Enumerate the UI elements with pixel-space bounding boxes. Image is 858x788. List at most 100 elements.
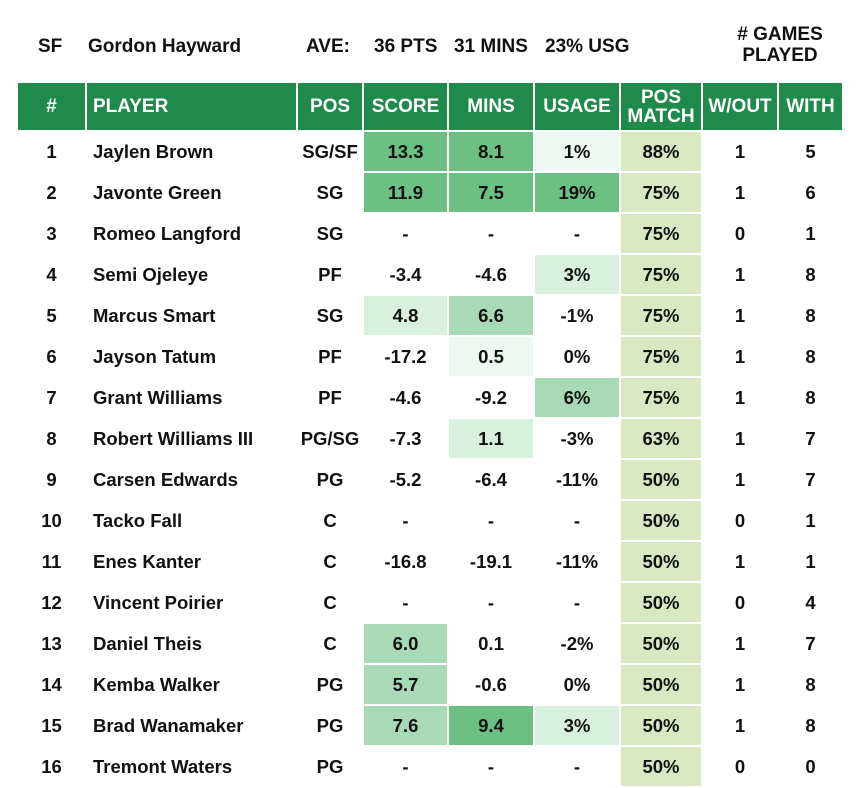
usage-cell: -: [533, 583, 619, 622]
pos-match-cell: 75%: [619, 173, 701, 212]
player-summary-bar: SF Gordon Hayward AVE: 36 PTS 31 MINS 23…: [0, 0, 858, 80]
pos-match-cell: 50%: [619, 706, 701, 745]
average-usage: 23% USG: [545, 36, 630, 57]
usage-cell: -3%: [533, 419, 619, 458]
score-cell: -4.6: [362, 378, 447, 417]
row-number: 5: [46, 304, 57, 326]
pos-match-cell: 75%: [619, 337, 701, 376]
games-without-cell: 1: [701, 378, 777, 417]
mins-cell: -: [447, 214, 533, 253]
table-row: 11 Enes Kanter C -16.8 -19.1 -11% 50% 1 1: [18, 542, 842, 581]
table-row: 3 Romeo Langford SG - - -75% 0 1: [18, 214, 842, 253]
score-cell: -17.2: [362, 337, 447, 376]
player-name: Romeo Langford: [85, 214, 296, 253]
usage-cell: -11%: [533, 542, 619, 581]
pos-match-cell: 75%: [619, 378, 701, 417]
player-position: C: [296, 583, 362, 622]
usage-cell: 6%: [533, 378, 619, 417]
games-without-cell: 0: [701, 214, 777, 253]
usage-cell: 3%: [533, 255, 619, 294]
player-name: Grant Williams: [85, 378, 296, 417]
col-header-number[interactable]: #: [18, 83, 85, 130]
table-row: 13 Daniel Theis C 6.0 0.1 -2% 50% 1 7: [18, 624, 842, 663]
player-name: Semi Ojeleye: [85, 255, 296, 294]
row-number: 8: [46, 427, 57, 449]
player-position: PG: [296, 665, 362, 704]
col-header-score[interactable]: SCORE: [362, 83, 447, 130]
col-header-with[interactable]: WITH: [777, 83, 842, 130]
player-position: PF: [296, 378, 362, 417]
player-position: SG: [296, 173, 362, 212]
row-number: 4: [46, 263, 57, 285]
pos-match-cell: 50%: [619, 460, 701, 499]
table-row: 14 Kemba Walker PG 5.7 -0.6 0% 50% 1 8: [18, 665, 842, 704]
player-name: Jaylen Brown: [85, 132, 296, 171]
player-name: Kemba Walker: [85, 665, 296, 704]
row-number: 6: [46, 345, 57, 367]
mins-cell: 8.1: [447, 132, 533, 171]
mins-cell: 0.1: [447, 624, 533, 663]
mins-cell: 9.4: [447, 706, 533, 745]
col-header-pos[interactable]: POS: [296, 83, 362, 130]
row-number: 14: [41, 673, 62, 695]
score-cell: 13.3: [362, 132, 447, 171]
mins-cell: 7.5: [447, 173, 533, 212]
pos-match-cell: 88%: [619, 132, 701, 171]
row-number: 9: [46, 468, 57, 490]
table-row: 12 Vincent Poirier C - - -50% 0 4: [18, 583, 842, 622]
player-position: SG/SF: [296, 132, 362, 171]
table-row: 15 Brad Wanamaker PG 7.6 9.4 3% 50% 1 8: [18, 706, 842, 745]
pos-match-cell: 50%: [619, 583, 701, 622]
player-name: Jayson Tatum: [85, 337, 296, 376]
mins-cell: -: [447, 747, 533, 786]
usage-cell: -2%: [533, 624, 619, 663]
games-with-cell: 7: [777, 419, 842, 458]
usage-cell: -1%: [533, 296, 619, 335]
pos-match-cell: 75%: [619, 255, 701, 294]
games-with-cell: 5: [777, 132, 842, 171]
player-position: PG: [296, 706, 362, 745]
player-name: Javonte Green: [85, 173, 296, 212]
teammate-stats-table: # PLAYER POS SCORE MINS USAGE POS MATCH …: [18, 81, 842, 788]
games-without-cell: 0: [701, 583, 777, 622]
col-header-mins[interactable]: MINS: [447, 83, 533, 130]
games-with-cell: 4: [777, 583, 842, 622]
player-position: C: [296, 542, 362, 581]
player-name: Tremont Waters: [85, 747, 296, 786]
col-header-player[interactable]: PLAYER: [85, 83, 296, 130]
score-cell: 7.6: [362, 706, 447, 745]
games-with-cell: 8: [777, 706, 842, 745]
row-number: 15: [41, 714, 62, 736]
player-position: PF: [296, 255, 362, 294]
games-with-cell: 1: [777, 542, 842, 581]
table-header-row: # PLAYER POS SCORE MINS USAGE POS MATCH …: [18, 83, 842, 130]
score-cell: -: [362, 501, 447, 540]
games-without-cell: 1: [701, 706, 777, 745]
mins-cell: 1.1: [447, 419, 533, 458]
table-row: 1 Jaylen Brown SG/SF 13.3 8.1 1% 88% 1 5: [18, 132, 842, 171]
games-with-cell: 8: [777, 337, 842, 376]
row-number: 13: [41, 632, 62, 654]
row-number: 16: [41, 755, 62, 777]
games-without-cell: 0: [701, 501, 777, 540]
player-name: Robert Williams III: [85, 419, 296, 458]
mins-cell: -9.2: [447, 378, 533, 417]
table-row: 5 Marcus Smart SG 4.8 6.6 -1% 75% 1 8: [18, 296, 842, 335]
table-row: 16 Tremont Waters PG - - -50% 0 0: [18, 747, 842, 786]
average-points: 36 PTS: [374, 36, 438, 57]
pos-match-cell: 63%: [619, 419, 701, 458]
col-header-usage[interactable]: USAGE: [533, 83, 619, 130]
games-without-cell: 1: [701, 173, 777, 212]
score-cell: 5.7: [362, 665, 447, 704]
usage-cell: 19%: [533, 173, 619, 212]
player-position: PG: [296, 460, 362, 499]
col-header-pos-match[interactable]: POS MATCH: [619, 83, 701, 130]
table-row: 6 Jayson Tatum PF -17.2 0.5 0% 75% 1 8: [18, 337, 842, 376]
score-cell: -: [362, 583, 447, 622]
games-with-cell: 6: [777, 173, 842, 212]
row-number: 1: [46, 140, 57, 162]
col-header-without[interactable]: W/OUT: [701, 83, 777, 130]
player-position: SG: [296, 296, 362, 335]
table-row: 10 Tacko Fall C - - -50% 0 1: [18, 501, 842, 540]
usage-cell: -: [533, 214, 619, 253]
